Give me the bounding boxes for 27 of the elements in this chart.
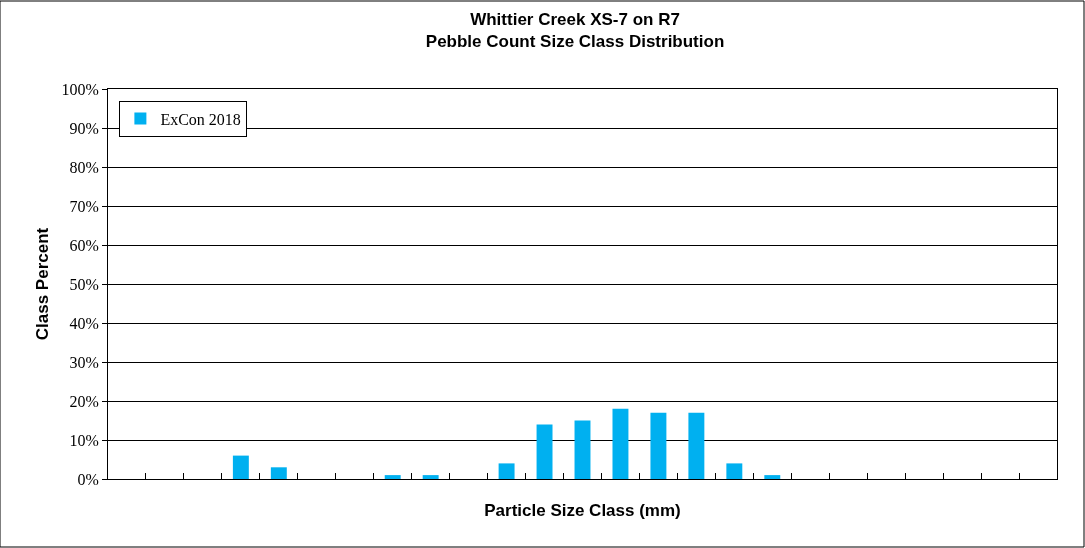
bar — [688, 412, 705, 479]
y-tick-label: 10% — [69, 431, 99, 449]
chart-title: Whittier Creek XS-7 on R7 Pebble Count Size Class Distribution — [425, 9, 725, 51]
bar — [232, 455, 249, 479]
bar — [764, 475, 781, 479]
y-tick-label: 0% — [77, 470, 99, 488]
legend-label: ExCon 2018 — [160, 110, 241, 128]
bar — [422, 475, 439, 479]
y-tick-label: 50% — [69, 275, 99, 293]
y-tick-label: 80% — [69, 158, 99, 176]
bar — [726, 463, 743, 479]
bar — [270, 467, 287, 479]
y-tick-label: 100% — [61, 80, 99, 98]
bar — [612, 408, 629, 479]
x-axis-title: Particle Size Class (mm) — [484, 501, 681, 521]
bar — [498, 463, 515, 479]
y-tick-label: 60% — [69, 236, 99, 254]
bar — [384, 475, 401, 479]
y-tick-label: 30% — [69, 353, 99, 371]
bar — [536, 424, 553, 479]
bar — [574, 420, 591, 479]
y-tick-label: 40% — [69, 314, 99, 332]
y-tick-label: 90% — [69, 119, 99, 137]
y-tick-label: 20% — [69, 392, 99, 410]
y-tick-label: 70% — [69, 197, 99, 215]
y-axis-title: Class Percent — [33, 227, 53, 341]
bar — [650, 412, 667, 479]
